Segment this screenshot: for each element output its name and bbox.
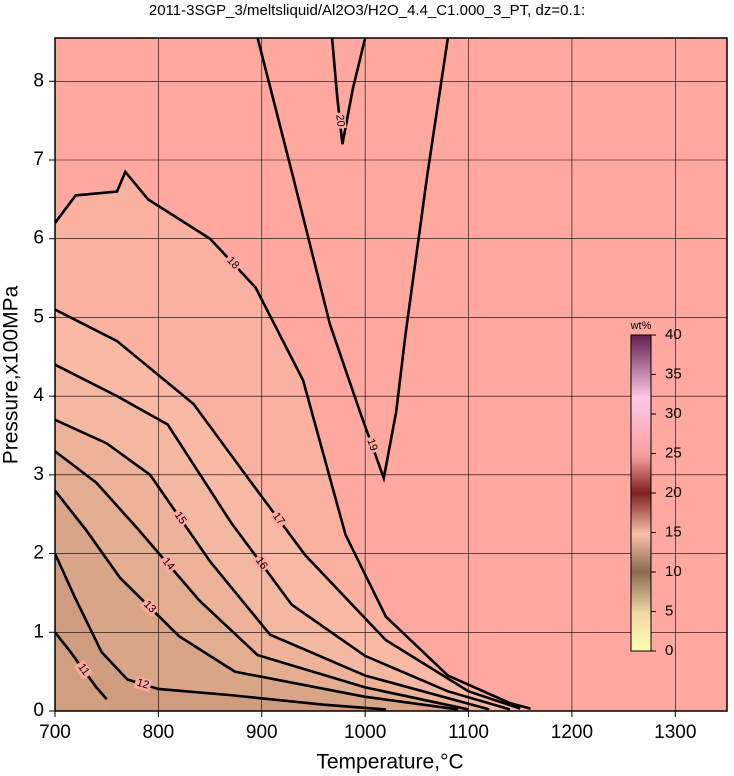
- y-tick-label: 8: [33, 70, 44, 91]
- contour-label: 20: [333, 114, 346, 127]
- colorbar-tick-label: 35: [665, 365, 682, 382]
- y-tick-label: 4: [33, 385, 44, 406]
- x-tick-label: 1300: [654, 722, 696, 743]
- x-tick-label: 800: [143, 722, 175, 743]
- contour-label: 12: [135, 677, 150, 692]
- x-tick-label: 900: [246, 722, 278, 743]
- colorbar-tick-label: 25: [665, 444, 682, 461]
- contour-label-bg: [363, 435, 381, 455]
- colorbar-tick-label: 10: [665, 563, 682, 580]
- chart-title: 2011-3SGP_3/meltsliquid/Al2O3/H2O_4.4_C1…: [149, 2, 585, 19]
- contour-label: 11: [75, 661, 91, 677]
- contour-label-bg: [139, 597, 160, 617]
- y-axis-label: Pressure,x100MPa: [0, 285, 23, 464]
- contour-label-bg: [170, 508, 190, 529]
- contour-label-bg: [133, 676, 153, 693]
- colorbar-tick-label: 15: [665, 523, 682, 540]
- x-tick-label: 1000: [344, 722, 386, 743]
- x-tick-label: 1200: [551, 722, 593, 743]
- y-tick-label: 0: [33, 700, 44, 721]
- plot-frame: [54, 37, 728, 712]
- x-tick-label: 700: [39, 722, 71, 743]
- colorbar-tick-label: 30: [665, 405, 682, 422]
- contour-label: 19: [364, 437, 379, 453]
- contour-line: [256, 38, 450, 483]
- contour-label-bg: [268, 508, 288, 529]
- contour-line: [330, 38, 367, 145]
- y-tick-label: 7: [33, 149, 44, 170]
- colorbar: [630, 334, 652, 652]
- contour-fill: [55, 490, 459, 711]
- colorbar-label: wt%: [630, 320, 652, 332]
- y-tick-label: 3: [33, 464, 44, 485]
- colorbar-tick-label: 40: [665, 326, 682, 343]
- contour-label: 17: [270, 510, 287, 527]
- contour-line: [55, 169, 531, 710]
- contour-label-bg: [332, 112, 347, 130]
- colorbar-tick-label: 20: [665, 484, 682, 501]
- x-tick-label: 1100: [448, 722, 489, 743]
- colorbar-tick-label: 5: [665, 602, 673, 619]
- y-tick-label: 2: [33, 543, 44, 564]
- contour-label-bg: [73, 659, 93, 680]
- y-tick-label: 5: [33, 306, 44, 327]
- x-axis-label: Temperature,°C: [316, 751, 463, 774]
- contour-label: 15: [172, 510, 189, 527]
- contour-label: 16: [253, 555, 270, 572]
- y-tick-label: 6: [33, 228, 44, 249]
- contour-label-bg: [222, 253, 243, 274]
- y-tick-label: 1: [33, 621, 44, 642]
- colorbar-tick-label: 0: [665, 642, 673, 659]
- contour-label-bg: [158, 554, 178, 575]
- contour-label-bg: [251, 553, 271, 574]
